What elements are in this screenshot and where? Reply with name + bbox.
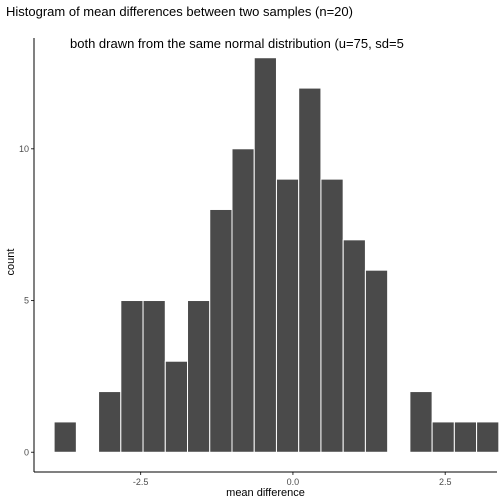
- histogram-bar: [431, 421, 455, 453]
- histogram-bar: [275, 178, 300, 453]
- histogram-bar: [364, 269, 389, 453]
- histogram-bar: [231, 148, 255, 453]
- histogram-bar: [98, 391, 122, 453]
- chart-title: Histogram of mean differences between tw…: [6, 4, 353, 19]
- histogram-bar: [187, 300, 211, 453]
- histogram-bar: [53, 421, 77, 453]
- y-tick-label: 5: [24, 296, 29, 306]
- x-tick-label: -2.5: [133, 477, 149, 487]
- histogram-bar: [342, 239, 366, 453]
- y-axis-label: count: [5, 249, 17, 276]
- histogram-bar: [253, 57, 277, 453]
- x-tick-label: 0.0: [287, 477, 300, 487]
- x-axis-ticks: -2.50.02.55.0: [133, 472, 452, 487]
- histogram-bar: [476, 421, 500, 453]
- histogram-bar: [409, 391, 433, 453]
- x-tick-label: 2.5: [439, 477, 452, 487]
- histogram-bar: [320, 178, 344, 453]
- bars-group: [53, 57, 500, 453]
- histogram-bar: [298, 87, 322, 453]
- histogram-bar: [164, 360, 189, 453]
- y-tick-label: 10: [19, 144, 29, 154]
- histogram-bar: [453, 421, 478, 453]
- y-tick-label: 0: [24, 447, 29, 457]
- y-axis-ticks: 0 5 10: [19, 144, 34, 457]
- histogram-bar: [120, 300, 144, 453]
- histogram-bar: [142, 300, 166, 453]
- chart-subtitle: both drawn from the same normal distribu…: [70, 36, 404, 51]
- histogram-bar: [209, 208, 233, 453]
- x-axis-label: mean difference: [226, 487, 305, 499]
